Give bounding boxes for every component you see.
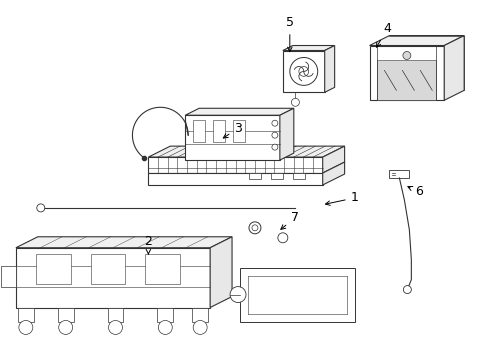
Polygon shape [16, 248, 210, 307]
Circle shape [248, 222, 261, 234]
Polygon shape [210, 237, 232, 307]
Polygon shape [292, 173, 304, 179]
Circle shape [193, 320, 207, 334]
Bar [388, 170, 408, 178]
Polygon shape [192, 307, 208, 323]
Circle shape [158, 320, 172, 334]
Bar [240, 268, 354, 323]
Polygon shape [279, 108, 293, 160]
Bar [193, 120, 205, 142]
Polygon shape [107, 307, 123, 323]
Polygon shape [148, 157, 322, 173]
Polygon shape [58, 307, 74, 323]
Bar [233, 120, 244, 142]
Polygon shape [248, 173, 261, 179]
Polygon shape [185, 108, 293, 115]
Text: 3: 3 [223, 122, 242, 138]
Circle shape [59, 320, 73, 334]
Circle shape [403, 285, 410, 293]
Text: 7: 7 [280, 211, 298, 229]
Bar [90, 254, 125, 284]
Polygon shape [324, 45, 334, 92]
Circle shape [229, 287, 245, 302]
Circle shape [271, 120, 277, 126]
Circle shape [277, 233, 287, 243]
Bar [213, 120, 224, 142]
Bar [36, 254, 71, 284]
Text: 2: 2 [144, 235, 152, 254]
Polygon shape [377, 60, 435, 100]
Polygon shape [443, 36, 463, 100]
Circle shape [298, 67, 308, 76]
Polygon shape [322, 146, 344, 173]
Circle shape [402, 51, 410, 59]
Polygon shape [322, 162, 344, 185]
Polygon shape [18, 307, 34, 323]
Text: 1: 1 [325, 192, 358, 205]
Text: 5: 5 [285, 16, 293, 51]
Polygon shape [282, 45, 334, 50]
Polygon shape [148, 173, 322, 185]
Polygon shape [185, 115, 279, 160]
Polygon shape [157, 307, 173, 323]
Circle shape [291, 98, 299, 106]
Circle shape [289, 58, 317, 85]
Polygon shape [369, 36, 463, 45]
Circle shape [271, 132, 277, 138]
Text: 4: 4 [376, 22, 390, 47]
Circle shape [108, 320, 122, 334]
Bar [145, 254, 180, 284]
Polygon shape [16, 237, 232, 248]
Polygon shape [270, 173, 282, 179]
Polygon shape [369, 45, 443, 100]
Circle shape [271, 144, 277, 150]
Circle shape [37, 204, 45, 212]
Polygon shape [282, 50, 324, 92]
Circle shape [19, 320, 33, 334]
Bar [1, 266, 16, 287]
Text: 6: 6 [407, 185, 423, 198]
Polygon shape [148, 146, 344, 157]
Circle shape [251, 225, 258, 231]
